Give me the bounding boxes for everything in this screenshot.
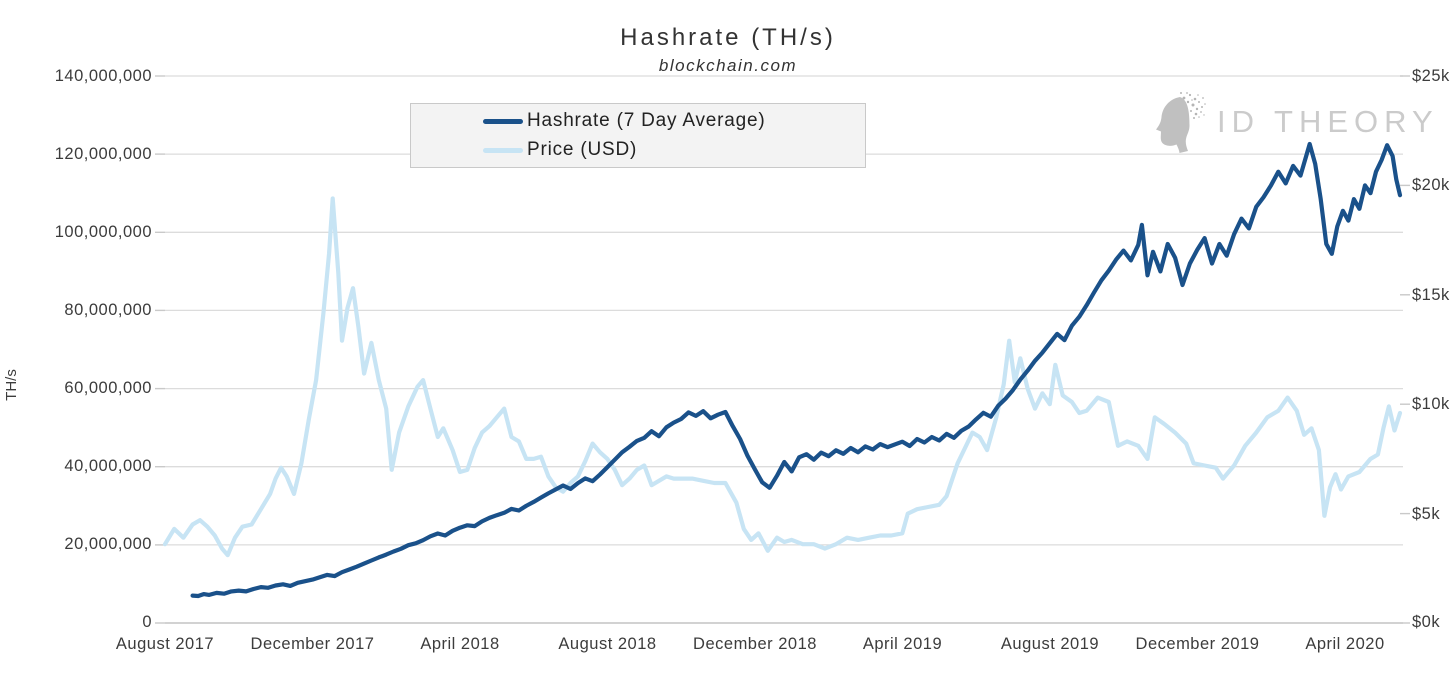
right-axis-tick-label: $15k xyxy=(1412,286,1450,304)
legend: Hashrate (7 Day Average) Price (USD) xyxy=(410,103,866,168)
price-line-sample xyxy=(483,147,523,153)
chart-title: Hashrate (TH/s) xyxy=(620,24,836,51)
right-axis-tick-label: $10k xyxy=(1412,395,1450,413)
brand-name: ID THEORY xyxy=(1217,104,1439,139)
legend-item-hashrate: Hashrate (7 Day Average) xyxy=(483,110,865,132)
x-axis-tick-label: August 2017 xyxy=(115,635,215,653)
price-line xyxy=(162,196,1403,558)
right-axis-tick-label: $0k xyxy=(1412,613,1441,631)
left-axis-tick-label: 40,000,000 xyxy=(64,457,152,475)
x-axis-tick-label: December 2017 xyxy=(250,635,375,653)
left-axis-tick-label: 20,000,000 xyxy=(64,535,152,553)
hashrate-line xyxy=(190,141,1403,599)
x-axis-tick-label: April 2018 xyxy=(420,635,500,653)
x-axis-tick-label: April 2019 xyxy=(862,635,943,653)
x-axis-tick-label: August 2018 xyxy=(558,635,657,653)
right-axis-tick-label: $25k xyxy=(1412,67,1450,85)
chart-subtitle: blockchain.com xyxy=(658,56,798,75)
left-axis-tick-label: 80,000,000 xyxy=(64,301,152,319)
left-axis-title: TH/s xyxy=(3,369,20,401)
head-profile-particles-icon xyxy=(1156,92,1206,153)
legend-label-hashrate: Hashrate (7 Day Average) xyxy=(527,110,766,131)
left-axis-tick-label: 120,000,000 xyxy=(54,145,152,163)
left-axis-tick-marks xyxy=(155,75,165,624)
right-axis-tick-marks xyxy=(1400,75,1410,624)
legend-item-price: Price (USD) xyxy=(483,139,865,161)
left-axis-tick-label: 100,000,000 xyxy=(54,223,152,241)
x-axis-tick-label: August 2019 xyxy=(1000,635,1100,653)
legend-label-price: Price (USD) xyxy=(527,139,638,160)
x-axis-tick-label: December 2019 xyxy=(1135,635,1260,653)
brand-watermark: ID THEORY xyxy=(1147,90,1439,154)
hashrate-line-sample xyxy=(483,118,523,124)
x-axis-tick-label: December 2018 xyxy=(693,635,817,653)
right-axis-tick-label: $20k xyxy=(1412,176,1450,194)
right-axis-tick-label: $5k xyxy=(1412,505,1441,523)
x-axis-tick-label: April 2020 xyxy=(1305,635,1385,653)
left-axis-tick-label: 60,000,000 xyxy=(64,379,152,397)
left-axis-tick-label: 140,000,000 xyxy=(54,67,152,85)
left-axis-tick-label: 0 xyxy=(142,613,152,631)
